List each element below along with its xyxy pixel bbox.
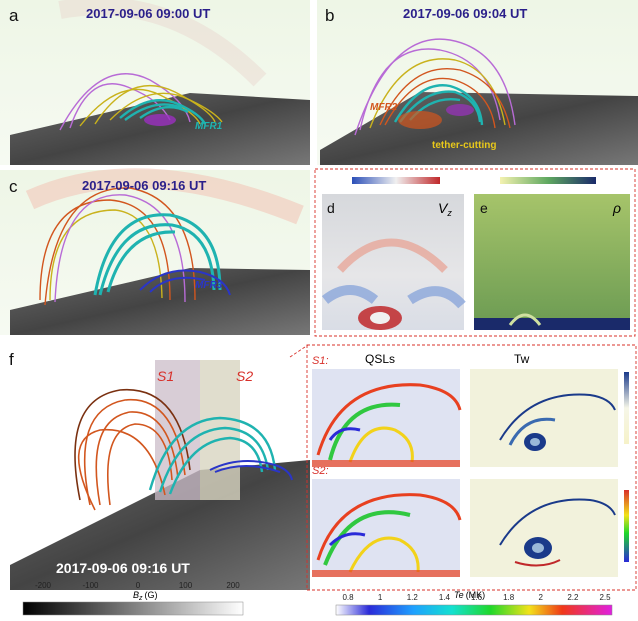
slices-row-s1: S1: [312,355,329,367]
panel-d-label: d [327,200,335,216]
slices-col-tw: Tw [514,352,530,366]
bz-colorbar-tick: 200 [226,581,240,590]
panel-c-label: c [9,177,18,196]
panel-b-tether-cutting-label: tether-cutting [432,140,496,151]
te-colorbar-tick: 1.2 [407,593,419,602]
panel-e-quantity: ρ [612,200,621,216]
panel-f-label: f [9,350,14,369]
bz-colorbar: Bz (G) -200 -100 0 100 200 [22,581,244,616]
panel-b-mfr2-label: MFR2 [370,102,398,113]
tw-s2-map [470,479,629,577]
panel-d-quantity: Vz [438,200,452,218]
vz-colorbar [352,177,440,184]
panel-d: d Vz [321,194,466,330]
te-colorbar-label: Te (MK) [454,590,485,600]
tw-s1-map [470,369,629,467]
panel-f: f S1 S2 2017-09-06 09:16 UT [9,344,310,590]
panel-f-loops [74,388,293,511]
panel-b: b 2017-09-06 09:04 UT MFR2 tether-cuttin… [317,0,638,165]
panel-f-time: 2017-09-06 09:16 UT [56,560,190,576]
panel-e: e ρ [474,194,630,330]
panel-a-time: 2017-09-06 09:00 UT [86,6,210,21]
slices-col-qsls: QSLs [365,352,395,366]
qsl-s2-map [312,479,462,577]
panel-b-time: 2017-09-06 09:04 UT [403,6,527,21]
te-colorbar-tick: 2.2 [567,593,579,602]
panel-b-loops [354,38,516,136]
te-colorbar-tick: 0.8 [342,593,354,602]
slices-dashed-box [306,344,637,591]
panel-c-time: 2017-09-06 09:16 UT [82,178,206,193]
te-colorbar-tick: 1.4 [439,593,451,602]
panel-c-loops [39,187,231,306]
panel-a: a 2017-09-06 09:00 UT MFR1 [0,0,310,165]
te-colorbar-tick: 1.6 [471,593,483,602]
te-colorbar: Te (MK) 0.8 1 1.2 1.4 1.6 1.8 2 2.2 2.5 [335,590,613,616]
slices-row-s2: S2: [312,465,329,477]
te-colorbar-tick: 2 [539,593,544,602]
bz-colorbar-tick: -200 [35,581,52,590]
rho-colorbar [500,177,596,184]
panel-c: c 2017-09-06 09:16 UT MFR3 [0,168,310,335]
panel-a-loops [59,73,223,131]
bz-colorbar-label: Bz (G) [133,590,158,602]
panels-de-dashed-box [314,168,636,337]
qsl-s1-map [312,369,462,467]
te-colorbar-tick: 1 [378,593,383,602]
panel-e-label: e [480,200,488,216]
bz-colorbar-tick: 0 [136,581,141,590]
bz-colorbar-tick: -100 [82,581,99,590]
slice-s1-label: S1 [157,368,174,384]
bz-colorbar-tick: 100 [179,581,193,590]
panel-b-label: b [325,6,334,25]
panel-c-mfr3-label: MFR3 [195,280,223,291]
slice-s2-label: S2 [236,368,253,384]
te-colorbar-tick: 2.5 [599,593,611,602]
panel-a-label: a [9,6,19,25]
te-colorbar-tick: 1.8 [503,593,515,602]
panel-a-mfr1-label: MFR1 [195,121,223,132]
